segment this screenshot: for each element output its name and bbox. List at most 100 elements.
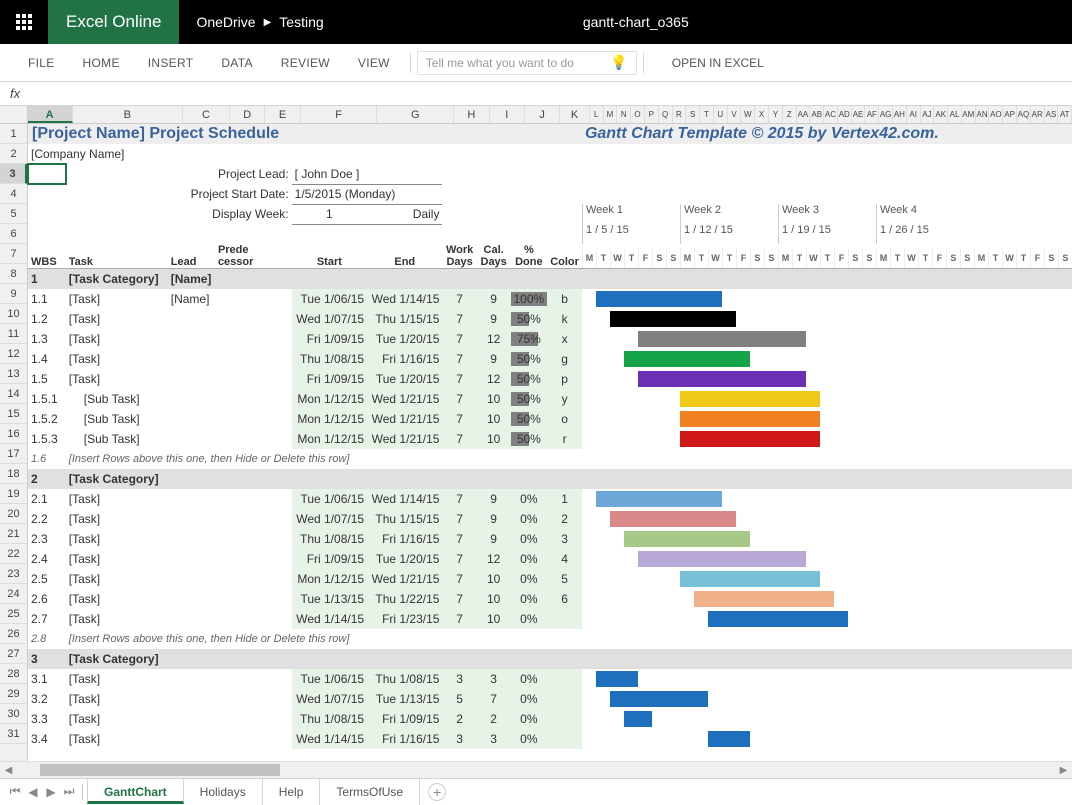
table-row[interactable]: 1.6[Insert Rows above this one, then Hid… [28,449,1072,469]
cell[interactable] [582,389,1072,409]
cell[interactable] [511,164,548,184]
cell[interactable] [215,709,253,729]
column-header[interactable]: T [700,106,714,123]
row-header[interactable]: 23 [0,564,27,584]
cell[interactable] [215,389,253,409]
cell[interactable] [582,449,1072,469]
cell[interactable]: [Sub Task] [66,389,168,409]
cell[interactable]: 0% [511,489,548,509]
cell[interactable] [511,224,548,244]
cell[interactable] [582,164,1072,184]
cell[interactable] [442,184,476,204]
cell[interactable]: [Task Category] [66,469,168,489]
table-header[interactable]: Cal.Days [477,244,511,269]
sheet-nav-first-icon[interactable]: ⏮ [6,784,24,799]
cell[interactable]: 10 [477,609,511,629]
cell[interactable] [168,389,215,409]
cell[interactable] [215,469,253,489]
cell[interactable]: 2 [442,709,476,729]
cell[interactable] [477,204,511,224]
cell[interactable]: 7 [442,589,476,609]
cell[interactable]: [Task] [66,509,168,529]
cell[interactable]: Wed 1/21/15 [367,429,442,449]
cell[interactable]: 12 [477,369,511,389]
column-header[interactable]: I [490,106,525,123]
cell[interactable] [215,224,253,244]
cell[interactable] [28,204,66,224]
cell[interactable] [253,569,291,589]
cell[interactable]: Fri 1/16/15 [367,349,442,369]
table-row[interactable]: 3.3[Task]Thu 1/08/15Fri 1/09/15220% [28,709,1072,729]
cell[interactable] [582,409,1072,429]
cell[interactable]: 2.6 [28,589,66,609]
sheet-nav-last-icon[interactable]: ⏭ [60,784,78,799]
cell[interactable]: 10 [477,409,511,429]
cell[interactable]: 1 [292,204,367,224]
column-header[interactable]: P [645,106,659,123]
column-header[interactable]: AO [989,106,1003,123]
row-header[interactable]: 24 [0,584,27,604]
column-header[interactable]: AP [1003,106,1017,123]
column-header[interactable]: AG [879,106,893,123]
table-row[interactable]: 1.2[Task]Wed 1/07/15Thu 1/15/157950%k [28,309,1072,329]
cell[interactable]: [Project Name] Project Schedule [28,124,442,144]
cell[interactable] [168,409,215,429]
cell[interactable]: 7 [442,429,476,449]
row-header[interactable]: 13 [0,364,27,384]
cell[interactable]: 1.5.2 [28,409,66,429]
table-header[interactable]: WBS [28,244,66,269]
cell[interactable]: 7 [442,529,476,549]
tellme-search[interactable]: Tell me what you want to do 💡 [417,51,637,75]
cell[interactable]: 7 [442,489,476,509]
cell[interactable] [253,709,291,729]
cell[interactable] [582,329,1072,349]
sheet-tab[interactable]: GanttChart [87,778,184,804]
cell[interactable] [215,609,253,629]
column-header[interactable]: W [741,106,755,123]
column-header[interactable]: Q [659,106,673,123]
cell[interactable]: Week 1Week 2Week 3Week 4 [582,204,1072,224]
cell[interactable]: 7 [442,409,476,429]
cell[interactable]: 7 [442,289,476,309]
cell[interactable] [28,224,66,244]
cell[interactable] [582,549,1072,569]
cell[interactable] [253,369,291,389]
column-header[interactable]: AC [824,106,838,123]
cell[interactable]: x [547,329,582,349]
cell[interactable] [168,649,215,669]
cell[interactable]: 5 [547,569,582,589]
cell[interactable]: 1.5 [28,369,66,389]
cell[interactable] [215,529,253,549]
cell[interactable] [253,529,291,549]
column-header[interactable]: B [73,106,183,123]
cell[interactable]: Wed 1/21/15 [367,389,442,409]
column-header[interactable]: AB [810,106,824,123]
cell[interactable]: MTWTFSSMTWTFSSMTWTFSSMTWTFSSMTWTFSS [582,244,1072,269]
table-header[interactable]: Start [292,244,367,269]
cell[interactable]: Gantt Chart Template © 2015 by Vertex42.… [582,124,1072,144]
cell[interactable]: 50% [511,429,548,449]
cell[interactable] [168,369,215,389]
cell[interactable]: 2.2 [28,509,66,529]
cell[interactable]: Thu 1/15/15 [367,309,442,329]
cell[interactable]: g [547,349,582,369]
cell[interactable] [582,369,1072,389]
app-launcher-icon[interactable] [0,0,48,44]
cell[interactable] [511,649,548,669]
column-header[interactable]: J [525,106,560,123]
column-header[interactable]: S [686,106,700,123]
ribbon-tab-insert[interactable]: INSERT [134,56,208,70]
cell[interactable] [582,429,1072,449]
cell[interactable] [511,469,548,489]
row-header[interactable]: 1 [0,124,27,144]
cell[interactable]: 3 [442,669,476,689]
cell[interactable]: 3.3 [28,709,66,729]
cell[interactable] [215,689,253,709]
cell[interactable]: 2.4 [28,549,66,569]
cell[interactable] [547,164,582,184]
cell[interactable]: y [547,389,582,409]
cell[interactable]: [Task] [66,729,168,749]
cell[interactable]: Wed 1/07/15 [292,309,367,329]
ribbon-tab-file[interactable]: FILE [14,56,69,70]
column-header[interactable]: AK [934,106,948,123]
